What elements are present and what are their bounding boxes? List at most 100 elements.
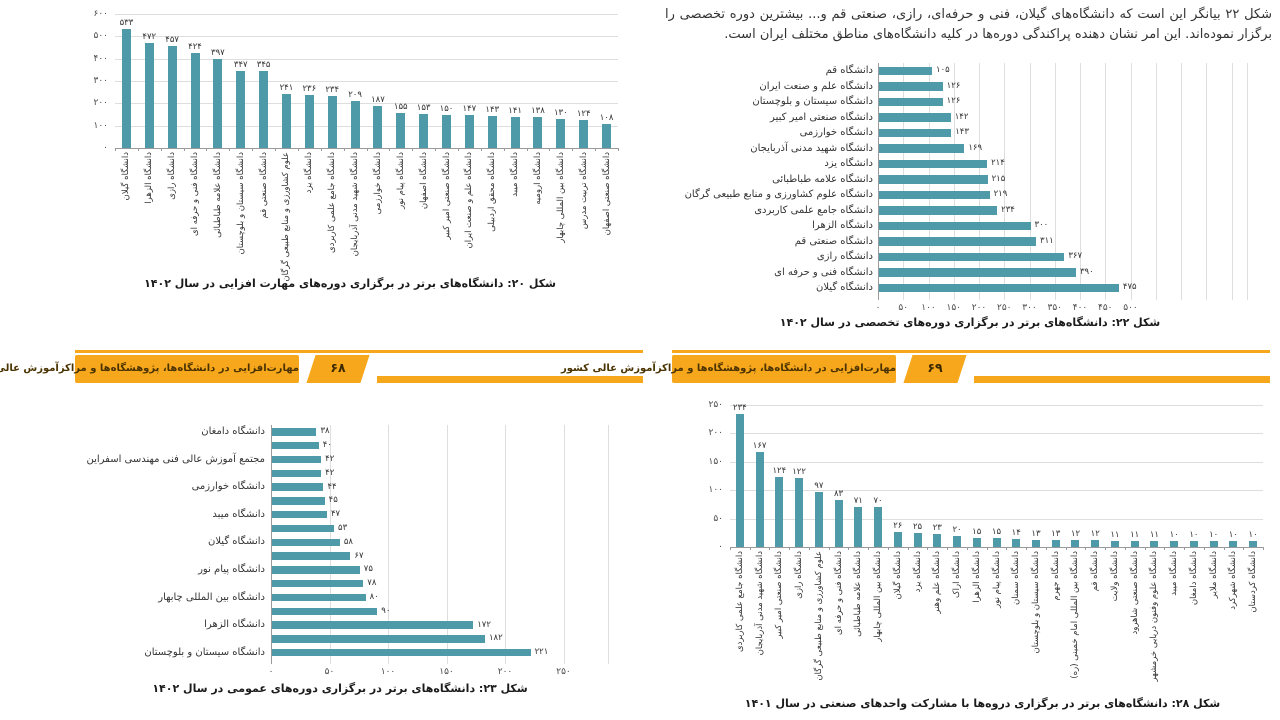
category-label: دانشگاه علامه طباطبائی [853,551,864,637]
bar [972,538,981,547]
figure-22-chart: دانشگاه قم ۱۰۵ دانشگاه علم و صنعت ایران ۱۲۶… [670,55,1272,313]
category-label: دانشگاه فنی و حرفه ای [833,551,844,636]
category-label: دانشگاه پیام نور [991,551,1002,608]
bar [1229,541,1238,547]
bar-value-label: ۱۸۷ [371,95,385,106]
category-label: دانشگاه بین المللی چابهار [158,591,265,603]
category-label: دانشگاه الزهرا [204,619,265,631]
category-label: دانشگاه شهرکرد [1228,551,1239,610]
bar [814,491,823,547]
category-label: دانشگاه دامغان [201,426,265,437]
bar [236,70,246,148]
bar-value-label: ۱۴۱ [508,105,522,116]
category-label: دانشگاه جامع علمی کاربردی [734,551,745,652]
bar [272,538,340,547]
bar [272,635,485,643]
bar-value-label: ۱۰ [1248,530,1258,541]
bar-value-label: ۱۰ [1209,530,1219,541]
axis-tick [986,547,988,550]
x-axis-tick-label: ۲۵۰ [996,302,1012,313]
bar-value-label: ۱۰ [1169,530,1179,541]
axis-tick [848,547,850,550]
gridline [1130,63,1132,300]
bar-value-label: ۱۱ [1149,529,1159,540]
category-label: دانشگاه گیلان [121,152,132,201]
bar-value-label: ۷۵ [363,564,373,575]
category-label: دانشگاه میبد [510,152,521,197]
y-axis-tick-label: ۳۰۰ [93,76,108,86]
page-number-badge: ۶۸ [306,355,370,383]
bar-value-label: ۷۸ [367,578,377,589]
banner-strip [974,376,1270,383]
gridline [115,125,618,127]
bar-value-label: ۱۶۷ [752,441,767,452]
gridline [1004,63,1006,300]
bar-value-label: ۴۵۷ [165,34,179,45]
bar [272,455,322,464]
bar [272,441,319,450]
bar-value-label: ۱۵ [991,527,1002,538]
axis-tick [730,547,731,550]
bar-value-label: ۹۰ [381,605,391,616]
category-label: علوم کشاورزی و منابع طبیعی گرگان [281,152,292,282]
x-axis-tick-label: ۴۰۰ [1072,302,1088,313]
bar [272,566,360,574]
bar [510,116,520,148]
bar [879,237,1037,246]
axis-tick [412,148,414,151]
axis-tick [808,547,810,550]
category-label: دانشگاه بین المللی چابهار [873,551,884,642]
x-axis-tick-label: ۵۰۰ [1123,302,1138,313]
bar [879,66,933,75]
bar [121,28,131,148]
bar [874,507,883,547]
gridline [730,433,1263,435]
figure-23-chart: دانشگاه دامغان ۳۸ ۴۰ مجتمع آموزش عالی فنی م… [65,413,640,677]
bar [879,221,1031,230]
category-label: دانشگاه ملایر [1208,551,1219,599]
axis-tick [275,148,277,151]
axis-tick [887,547,889,550]
bar-value-label: ۱۳ [1031,528,1041,539]
category-label: دانشگاه سیستان و بلوچستان [144,646,265,658]
gridline [1054,63,1056,300]
axis-tick [183,148,185,151]
category-label: دانشگاه گیلان [815,282,873,293]
bar-value-label: ۱۲۲ [792,466,806,477]
category-label: دانشگاه بین المللی چابهار [555,152,566,243]
category-label: دانشگاه پیام نور [198,564,265,575]
y-axis-line [271,425,272,664]
bar [272,648,531,657]
bar [1051,539,1060,547]
category-label: دانشگاه رازی [167,152,178,200]
banner-strip [377,376,643,383]
bar-value-label: ۲۳۶ [302,84,317,95]
category-label: دانشگاه شهید مدنی آذربایجان [754,551,765,656]
x-axis-tick-label: ۳۵۰ [1047,302,1062,313]
page-number: ۶۸ [330,360,346,375]
axis-tick [435,148,437,151]
bar-value-label: ۴۲۴ [188,42,202,53]
bar [795,477,804,547]
category-label: دانشگاه دامغان [1188,551,1199,606]
category-label: دانشگاه گیلان [892,551,903,600]
axis-tick [1203,547,1205,550]
category-label: دانشگاه علم وهنر [932,551,943,614]
gridline [115,103,618,105]
gridline [1080,63,1081,300]
bar [272,469,322,478]
bar-value-label: ۳۶۷ [1068,251,1083,262]
bar-value-label: ۲۰ [952,524,962,535]
x-axis-tick-label: ۳۰۰ [1022,302,1037,313]
y-axis-tick-label: ۲۵۰ [708,400,723,410]
y-axis-tick-label: ۲۰۰ [93,98,108,109]
gridline [730,461,1263,463]
bar [893,532,902,547]
bar-value-label: ۳۰۰ [1034,220,1049,231]
category-label: دانشگاه شهید مدنی آذربایجان [750,142,873,154]
bar [272,593,366,602]
axis-tick [1045,547,1047,550]
bar [879,128,952,137]
bar-value-label: ۱۲۶ [946,80,961,91]
